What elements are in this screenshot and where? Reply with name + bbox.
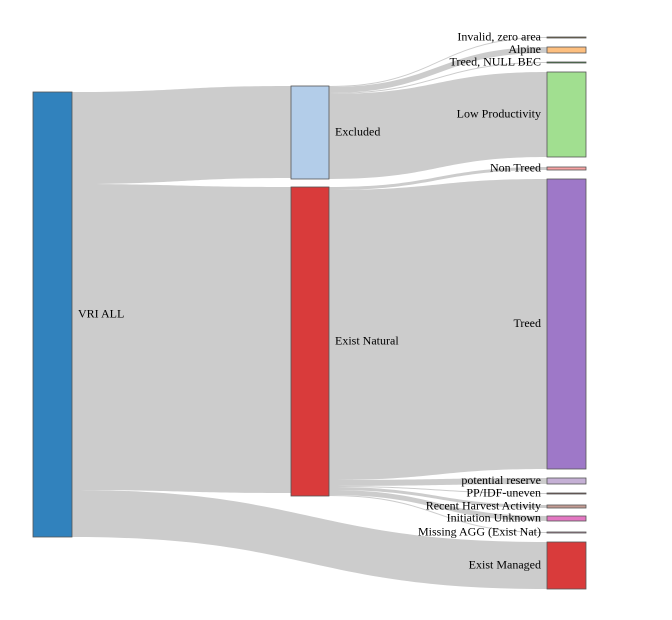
node-label-excluded: Excluded — [335, 124, 380, 138]
link-vri-all-to-excluded — [72, 86, 291, 184]
link-excluded-to-low-productivity — [329, 72, 547, 179]
node-bar-potential-reserve — [546, 477, 587, 485]
node-bar-treed-null-bec — [546, 61, 587, 64]
node-label-alpine: Alpine — [508, 42, 541, 56]
node-potential-reserve: potential reserve — [461, 473, 587, 487]
node-exist-managed: Exist Managed — [469, 541, 587, 590]
link-exist-natural-to-initiation-unknown — [329, 490, 547, 521]
link-exist-natural-to-recent-harvest-activity — [329, 487, 547, 508]
node-label-non-treed: Non Treed — [490, 160, 541, 174]
node-label-exist-natural: Exist Natural — [335, 333, 399, 347]
link-excluded-to-invalid-zero-area — [329, 37, 547, 87]
link-exist-natural-to-missing-agg — [329, 495, 547, 533]
link-excluded-to-treed-null-bec — [329, 62, 547, 94]
node-bar-excluded — [290, 85, 330, 180]
node-pp-idf-uneven: PP/IDF-uneven — [466, 485, 587, 499]
link-exist-natural-to-treed — [329, 179, 547, 480]
node-low-productivity: Low Productivity — [457, 71, 587, 158]
node-recent-harvest-activity: Recent Harvest Activity — [426, 498, 587, 512]
node-exist-natural: Exist Natural — [290, 186, 399, 497]
node-label-exist-managed: Exist Managed — [469, 557, 541, 571]
node-label-treed: Treed — [513, 316, 541, 330]
node-label-recent-harvest-activity: Recent Harvest Activity — [426, 498, 541, 512]
link-vri-all-to-exist-managed — [72, 490, 547, 589]
node-bar-exist-natural — [290, 186, 330, 497]
node-missing-agg: Missing AGG (Exist Nat) — [418, 524, 587, 538]
node-label-vri-all: VRI ALL — [78, 306, 124, 320]
link-vri-all-to-exist-natural — [72, 184, 291, 493]
node-bar-vri-all — [32, 91, 73, 538]
node-bar-invalid-zero-area — [546, 36, 587, 39]
node-label-initiation-unknown: Initiation Unknown — [447, 510, 541, 524]
node-bar-missing-agg — [546, 531, 587, 534]
node-bar-alpine — [546, 46, 587, 54]
node-bar-low-productivity — [546, 71, 587, 158]
node-bar-recent-harvest-activity — [546, 504, 587, 509]
node-bar-non-treed — [546, 166, 587, 171]
node-label-missing-agg: Missing AGG (Exist Nat) — [418, 524, 541, 538]
link-exist-natural-to-potential-reserve — [329, 478, 547, 486]
node-alpine: Alpine — [508, 42, 587, 56]
node-invalid-zero-area: Invalid, zero area — [457, 29, 587, 43]
node-bar-exist-managed — [546, 541, 587, 590]
node-bar-treed — [546, 178, 587, 470]
link-exist-natural-to-non-treed — [329, 167, 547, 190]
node-treed-null-bec: Treed, NULL BEC — [450, 54, 587, 68]
node-label-potential-reserve: potential reserve — [461, 473, 541, 487]
node-label-pp-idf-uneven: PP/IDF-uneven — [466, 485, 541, 499]
sankey-nodes: VRI ALL Excluded Exist Natural Invalid, zer… — [32, 29, 587, 590]
node-vri-all: VRI ALL — [32, 91, 124, 538]
link-exist-natural-to-pp-idf-uneven — [329, 486, 547, 494]
node-excluded: Excluded — [290, 85, 380, 180]
node-bar-pp-idf-uneven — [546, 492, 587, 495]
node-initiation-unknown: Initiation Unknown — [447, 510, 587, 524]
node-non-treed: Non Treed — [490, 160, 587, 174]
sankey-links — [72, 37, 547, 589]
link-excluded-to-alpine — [329, 47, 547, 93]
node-label-low-productivity: Low Productivity — [457, 106, 541, 120]
node-label-treed-null-bec: Treed, NULL BEC — [450, 54, 541, 68]
node-bar-initiation-unknown — [546, 515, 587, 522]
node-label-invalid-zero-area: Invalid, zero area — [457, 29, 541, 43]
node-treed: Treed — [513, 178, 587, 470]
